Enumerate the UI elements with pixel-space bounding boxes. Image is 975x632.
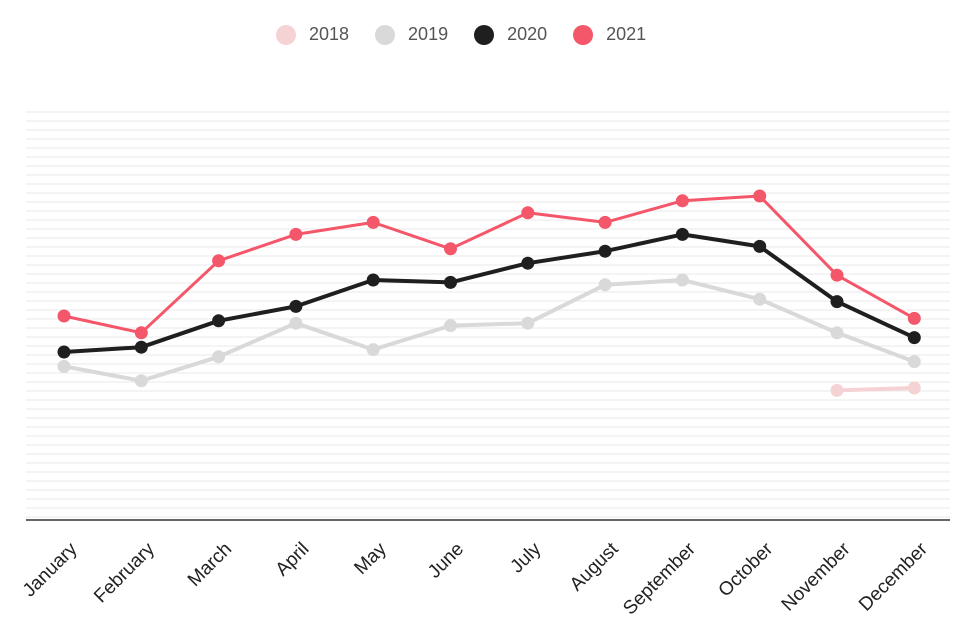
data-point-2021 xyxy=(675,194,689,208)
data-point-2020 xyxy=(57,345,71,359)
series-line-2018 xyxy=(835,386,917,393)
gridlines xyxy=(26,111,950,518)
legend-marker-2020 xyxy=(474,24,495,45)
data-point-2018 xyxy=(907,381,921,395)
x-tick-label: June xyxy=(424,539,468,583)
data-point-2020 xyxy=(134,340,148,354)
data-point-2020 xyxy=(212,314,226,328)
data-point-2019 xyxy=(366,343,380,357)
series-2019 xyxy=(57,273,921,388)
data-point-2019 xyxy=(521,316,535,330)
x-tick-labels: January February March April May June July Augu… xyxy=(19,538,932,619)
data-point-2019 xyxy=(598,278,612,292)
x-tick-label: December xyxy=(855,538,932,615)
x-tick-label: January xyxy=(19,538,82,601)
data-point-2020 xyxy=(366,273,380,287)
legend-label-2021: 2021 xyxy=(606,24,647,44)
x-tick-label: October xyxy=(715,538,778,601)
data-point-2021 xyxy=(212,254,226,268)
legend-item-2020[interactable]: 2020 xyxy=(474,24,547,45)
data-point-2021 xyxy=(444,242,457,256)
data-point-2019 xyxy=(830,326,844,340)
data-point-2019 xyxy=(675,273,689,287)
data-point-2021 xyxy=(753,189,767,203)
legend-marker-2018 xyxy=(276,24,296,45)
data-point-2020 xyxy=(444,275,457,289)
data-point-2021 xyxy=(598,215,612,229)
data-point-2021 xyxy=(289,227,303,241)
legend-item-2021[interactable]: 2021 xyxy=(573,24,646,45)
legend-label-2018: 2018 xyxy=(309,24,350,44)
x-tick-label: August xyxy=(566,538,623,595)
series-2020 xyxy=(57,227,921,359)
data-point-2020 xyxy=(830,295,844,309)
data-point-2021 xyxy=(907,311,921,325)
data-point-2021 xyxy=(830,268,844,282)
data-point-2020 xyxy=(289,299,303,313)
x-tick-label: July xyxy=(507,538,546,577)
series-line-2021 xyxy=(62,194,916,335)
data-point-2020 xyxy=(753,239,767,253)
legend-item-2018[interactable]: 2018 xyxy=(276,24,349,45)
legend-item-2019[interactable]: 2019 xyxy=(375,24,448,45)
data-point-2020 xyxy=(675,227,689,241)
data-point-2020 xyxy=(907,331,921,345)
series-line-2020 xyxy=(62,232,917,354)
series-2018 xyxy=(830,381,921,397)
data-point-2019 xyxy=(444,319,457,333)
legend-label-2020: 2020 xyxy=(507,24,548,44)
legend: 2018 2019 2020 2021 xyxy=(276,24,672,45)
data-point-2020 xyxy=(598,244,612,258)
data-point-2019 xyxy=(57,359,71,373)
legend-marker-2021 xyxy=(573,24,594,45)
x-tick-label: September xyxy=(619,538,700,619)
x-tick-label: March xyxy=(184,539,236,591)
data-point-2019 xyxy=(212,350,226,364)
x-tick-label: May xyxy=(350,538,391,579)
data-point-2021 xyxy=(57,309,71,323)
x-tick-label: April xyxy=(272,539,314,581)
data-point-2019 xyxy=(134,374,148,388)
data-point-2019 xyxy=(753,292,767,306)
data-point-2021 xyxy=(521,206,535,220)
series-line-2019 xyxy=(62,278,917,383)
data-point-2021 xyxy=(134,326,148,340)
x-tick-label: February xyxy=(90,538,159,607)
legend-marker-2019 xyxy=(375,24,396,45)
data-point-2021 xyxy=(366,215,380,229)
legend-label-2019: 2019 xyxy=(408,24,449,44)
data-point-2020 xyxy=(521,256,535,270)
data-point-2018 xyxy=(830,383,844,397)
data-point-2019 xyxy=(289,316,303,330)
series-2021 xyxy=(57,189,921,340)
data-point-2019 xyxy=(907,355,921,369)
x-tick-label: November xyxy=(778,538,855,615)
